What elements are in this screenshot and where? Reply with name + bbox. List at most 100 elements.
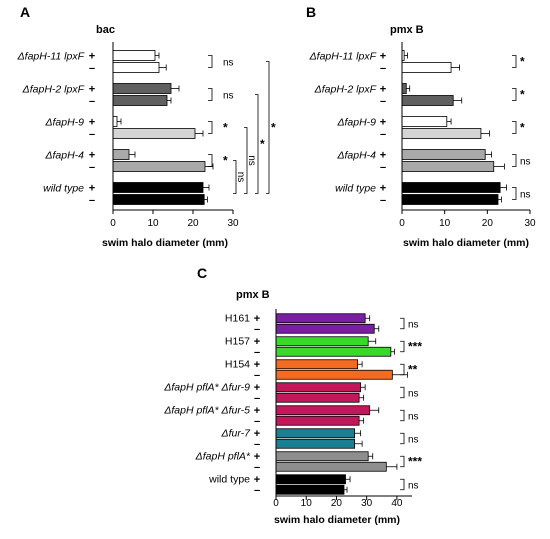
significance-label: ***: [408, 340, 422, 354]
treatment-minus-label: –: [380, 162, 386, 174]
category-label: wild type: [43, 183, 84, 195]
data-bar: [112, 83, 172, 94]
treatment-minus-label: –: [380, 129, 386, 141]
significance-bracket: [512, 187, 517, 200]
x-tick-label: 20: [331, 498, 343, 509]
chart-title: pmx B: [236, 289, 270, 301]
significance-bracket: [208, 121, 213, 134]
significance-label: *: [520, 88, 525, 102]
treatment-plus-label: +: [89, 183, 95, 195]
category-label: ΔfapH-2 lpxF: [22, 84, 85, 96]
treatment-plus-label: +: [89, 117, 95, 129]
comparison-bracket: [233, 160, 237, 194]
treatment-minus-label: –: [380, 63, 386, 75]
category-label: ΔfapH-2 lpxF: [314, 84, 377, 96]
x-axis-title: swim halo diameter (mm): [102, 237, 228, 249]
significance-label: ns: [520, 190, 531, 201]
significance-bracket: [512, 88, 517, 101]
significance-bracket: [400, 386, 405, 399]
data-bar: [275, 438, 355, 449]
significance-label: ns: [520, 157, 531, 168]
data-bar: [275, 415, 360, 426]
data-bar: [275, 359, 358, 370]
significance-label: *: [223, 154, 228, 168]
significance-label: ns: [408, 481, 419, 492]
treatment-minus-label: –: [380, 96, 386, 108]
data-bar: [275, 484, 345, 495]
category-label: ΔfapH pflA*: [195, 451, 251, 463]
data-bar: [275, 474, 346, 485]
data-bar: [401, 62, 452, 73]
treatment-plus-label: +: [89, 51, 95, 63]
category-label: ΔfapH pflA* Δfur-5: [163, 405, 250, 417]
data-bar: [401, 149, 486, 160]
treatment-plus-label: +: [254, 451, 260, 463]
significance-bracket: [400, 455, 405, 468]
chart-title: pmx B: [390, 24, 424, 36]
significance-bracket: [512, 55, 517, 68]
data-bar: [401, 95, 454, 106]
comparison-bracket: [255, 94, 259, 194]
treatment-plus-label: +: [254, 474, 260, 486]
data-bar: [112, 62, 160, 73]
treatment-minus-label: –: [254, 392, 260, 404]
x-tick-label: 40: [391, 498, 403, 509]
data-bar: [401, 194, 499, 205]
treatment-plus-label: +: [380, 84, 386, 96]
significance-label: ns: [408, 412, 419, 423]
treatment-plus-label: +: [380, 183, 386, 195]
treatment-plus-label: +: [254, 359, 260, 371]
treatment-minus-label: –: [89, 96, 95, 108]
treatment-plus-label: +: [254, 336, 260, 348]
x-tick-label: 0: [110, 218, 116, 229]
data-bar: [275, 369, 393, 380]
treatment-plus-label: +: [380, 51, 386, 63]
comparison-bracket: [266, 61, 270, 194]
x-tick-label: 20: [482, 218, 494, 229]
significance-bracket: [400, 409, 405, 422]
significance-label: ***: [408, 455, 422, 469]
category-label: ΔfapH-11 lpxF: [309, 51, 377, 63]
significance-label: ns: [223, 91, 234, 102]
significance-bracket: [208, 154, 213, 167]
x-axis-title: swim halo diameter (mm): [274, 514, 400, 526]
treatment-plus-label: +: [254, 428, 260, 440]
significance-bracket: [512, 154, 517, 167]
data-bar: [401, 128, 482, 139]
treatment-plus-label: +: [254, 382, 260, 394]
data-bar: [275, 323, 375, 334]
data-bar: [112, 194, 205, 205]
comparison-significance-label: ns: [235, 172, 246, 183]
data-bar: [275, 336, 369, 347]
significance-bracket: [400, 432, 405, 445]
data-bar: [275, 405, 371, 416]
category-label: ΔfapH-4: [44, 150, 84, 162]
significance-label: *: [520, 121, 525, 135]
data-bar: [275, 461, 387, 472]
category-label: ΔfapH-4: [336, 150, 376, 162]
data-bar: [112, 182, 204, 193]
data-bar: [401, 182, 501, 193]
x-tick-label: 30: [227, 218, 239, 229]
x-tick-label: 30: [361, 498, 373, 509]
treatment-minus-label: –: [380, 195, 386, 207]
treatment-minus-label: –: [254, 346, 260, 358]
treatment-plus-label: +: [89, 150, 95, 162]
treatment-minus-label: –: [89, 195, 95, 207]
x-tick-label: 10: [147, 218, 159, 229]
treatment-plus-label: +: [380, 117, 386, 129]
significance-label: **: [408, 363, 418, 377]
panel-letter-b: B: [306, 4, 316, 20]
significance-bracket: [400, 478, 405, 491]
data-bar: [401, 116, 448, 127]
significance-bracket: [208, 55, 213, 68]
significance-label: ns: [408, 435, 419, 446]
significance-bracket: [400, 340, 405, 353]
data-bar: [401, 161, 495, 172]
panel-letter-a: A: [20, 4, 30, 20]
panel-letter-c: C: [197, 265, 207, 281]
significance-bracket: [512, 121, 517, 134]
